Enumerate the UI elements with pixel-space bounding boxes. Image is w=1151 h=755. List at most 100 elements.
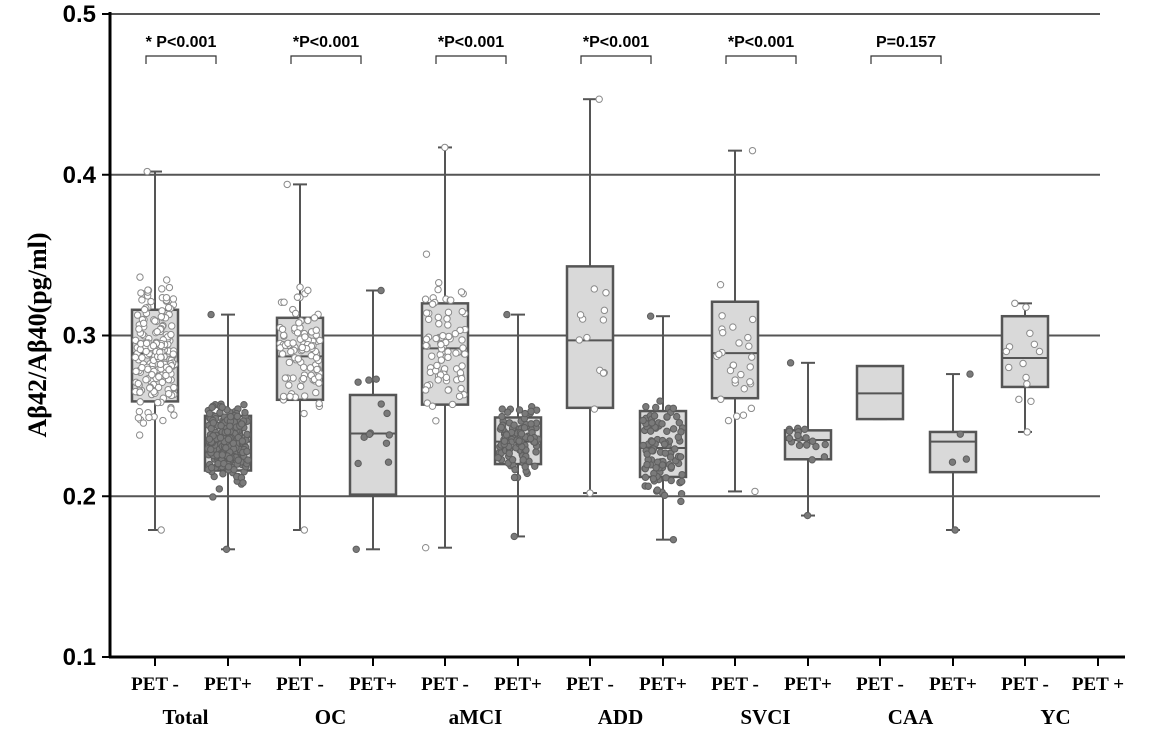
data-point [139, 319, 148, 327]
data-point [724, 416, 733, 425]
data-point [131, 353, 140, 362]
data-point [1027, 397, 1035, 405]
data-point [312, 326, 320, 334]
data-point [671, 445, 679, 453]
data-point [719, 328, 727, 337]
data-point [147, 297, 155, 306]
data-point [293, 329, 302, 337]
data-point [354, 378, 362, 386]
data-point [656, 397, 664, 405]
data-point [735, 339, 743, 347]
data-point [803, 441, 811, 449]
data-point [502, 431, 511, 439]
data-point [157, 313, 166, 321]
data-point [718, 312, 726, 320]
data-point [224, 435, 233, 443]
data-point [279, 392, 288, 401]
data-point [226, 422, 234, 430]
data-point [138, 363, 146, 372]
y-tick-label: 0.3 [63, 323, 96, 350]
data-point [526, 434, 535, 443]
data-point [666, 453, 675, 461]
data-point [748, 353, 756, 361]
data-point [424, 315, 433, 324]
data-point [1019, 359, 1027, 368]
data-point [360, 433, 368, 442]
data-point [590, 285, 598, 293]
data-point [497, 423, 505, 431]
data-point [599, 316, 608, 324]
data-point [457, 288, 466, 296]
data-point [244, 456, 252, 464]
significance-bracket [290, 55, 362, 64]
data-point [304, 286, 312, 295]
data-point [278, 350, 287, 358]
data-point [646, 427, 655, 435]
data-point [435, 279, 443, 287]
data-point [650, 412, 659, 420]
data-point [812, 442, 820, 451]
data-point [508, 456, 517, 464]
data-point [287, 347, 295, 356]
data-point [652, 464, 660, 472]
data-point [148, 370, 156, 379]
data-point [457, 374, 466, 383]
data-point [444, 386, 452, 394]
data-point [527, 420, 535, 428]
data-point [289, 339, 297, 347]
data-point [643, 450, 651, 458]
data-point [956, 430, 965, 438]
data-point [145, 413, 153, 422]
data-point [209, 493, 217, 501]
data-point [300, 363, 308, 372]
data-point [521, 463, 529, 471]
data-point [740, 385, 748, 393]
data-point [278, 325, 287, 333]
data-point [648, 447, 656, 455]
data-point [208, 403, 216, 412]
data-point [726, 366, 735, 375]
data-point [164, 303, 173, 312]
data-point [428, 300, 437, 308]
data-point [421, 295, 430, 303]
data-point [1026, 329, 1034, 337]
data-point [158, 307, 166, 315]
data-point [1035, 347, 1044, 356]
data-point [437, 356, 446, 364]
data-point [676, 453, 685, 461]
data-point [434, 313, 442, 322]
data-point [599, 369, 608, 377]
data-point [142, 347, 150, 356]
data-point [733, 412, 741, 420]
group-label: OC [315, 705, 347, 729]
data-point [644, 482, 652, 490]
data-point [306, 364, 315, 372]
data-point [155, 373, 163, 381]
data-point [748, 146, 757, 155]
data-point [575, 336, 584, 344]
significance-bracket [435, 55, 507, 64]
data-point [1022, 303, 1030, 311]
data-point [299, 374, 308, 383]
data-point [669, 404, 678, 412]
data-point [444, 353, 452, 362]
data-point [669, 535, 678, 544]
data-point [222, 545, 231, 553]
data-point [457, 384, 465, 393]
data-point [515, 437, 523, 445]
data-point [205, 409, 214, 418]
data-point [138, 353, 146, 362]
data-point [215, 485, 224, 493]
data-point [667, 463, 676, 471]
data-point [354, 459, 362, 468]
p-value-label: *P<0.001 [293, 34, 359, 51]
data-point [234, 456, 242, 464]
group-label: YC [1040, 705, 1070, 729]
data-point [140, 305, 149, 314]
data-point [295, 319, 303, 327]
data-point [144, 286, 152, 294]
data-point [663, 413, 671, 421]
data-point [167, 330, 175, 339]
data-point [1015, 395, 1023, 404]
data-point [169, 350, 177, 358]
